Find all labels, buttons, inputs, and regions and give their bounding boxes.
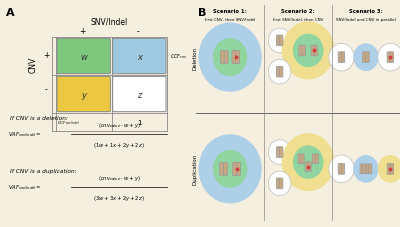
FancyBboxPatch shape <box>387 52 391 63</box>
Text: +: + <box>80 27 86 36</box>
FancyBboxPatch shape <box>341 164 345 175</box>
Text: A: A <box>6 8 14 18</box>
FancyBboxPatch shape <box>301 154 304 164</box>
Circle shape <box>293 35 324 68</box>
FancyBboxPatch shape <box>338 164 342 175</box>
FancyBboxPatch shape <box>276 67 280 78</box>
Text: $(3w + 3x + 2y + 2z)$: $(3w + 3x + 2y + 2z)$ <box>93 193 145 202</box>
FancyBboxPatch shape <box>366 52 369 63</box>
FancyBboxPatch shape <box>220 163 224 175</box>
Text: $VAF_{snv/indel}=$: $VAF_{snv/indel}=$ <box>8 183 42 191</box>
FancyBboxPatch shape <box>390 52 394 63</box>
FancyBboxPatch shape <box>369 164 372 174</box>
Circle shape <box>378 44 400 72</box>
Circle shape <box>213 150 248 188</box>
Text: -: - <box>45 84 48 94</box>
Text: If CNV is a duplication:: If CNV is a duplication: <box>10 168 76 173</box>
FancyBboxPatch shape <box>236 163 240 175</box>
Text: first CNV, then SNV/Indel: first CNV, then SNV/Indel <box>205 18 255 22</box>
FancyBboxPatch shape <box>276 36 280 47</box>
FancyBboxPatch shape <box>363 164 366 174</box>
Text: Duplication: Duplication <box>192 153 198 185</box>
Text: SNV/Indel: SNV/Indel <box>91 18 128 27</box>
Circle shape <box>268 29 291 53</box>
Text: Scenario 2:: Scenario 2: <box>281 9 315 14</box>
FancyBboxPatch shape <box>233 163 237 175</box>
FancyBboxPatch shape <box>308 162 311 172</box>
FancyBboxPatch shape <box>311 46 314 57</box>
FancyBboxPatch shape <box>232 52 236 64</box>
FancyBboxPatch shape <box>341 52 345 63</box>
Text: $(cnv_{value}\cdot w+y)$: $(cnv_{value}\cdot w+y)$ <box>98 173 140 182</box>
Circle shape <box>268 171 291 196</box>
Circle shape <box>329 44 354 72</box>
FancyBboxPatch shape <box>224 52 228 64</box>
Text: first SNV/Indel, then CNV: first SNV/Indel, then CNV <box>273 18 323 22</box>
FancyBboxPatch shape <box>299 46 302 57</box>
FancyBboxPatch shape <box>113 39 166 74</box>
FancyBboxPatch shape <box>220 52 224 64</box>
FancyBboxPatch shape <box>360 164 363 174</box>
Text: Deletion: Deletion <box>192 47 198 69</box>
Circle shape <box>268 60 291 85</box>
Text: B: B <box>198 8 206 18</box>
FancyBboxPatch shape <box>276 147 280 158</box>
Text: $CCF_{snv/indel}$: $CCF_{snv/indel}$ <box>57 119 80 126</box>
Text: SNV/Indel and CNV in parallel: SNV/Indel and CNV in parallel <box>336 18 396 22</box>
Text: $(1w + 1x + 2y + 2z)$: $(1w + 1x + 2y + 2z)$ <box>93 141 145 150</box>
FancyBboxPatch shape <box>280 178 283 189</box>
FancyBboxPatch shape <box>366 164 369 174</box>
Circle shape <box>268 140 291 165</box>
FancyBboxPatch shape <box>276 178 280 189</box>
Text: $CCF_{cnv}$: $CCF_{cnv}$ <box>170 52 188 61</box>
FancyBboxPatch shape <box>312 154 316 164</box>
FancyBboxPatch shape <box>302 46 305 57</box>
Circle shape <box>353 155 378 183</box>
Text: -: - <box>137 27 140 36</box>
FancyBboxPatch shape <box>298 154 301 164</box>
Text: y: y <box>81 90 86 99</box>
Text: Scenario 3:: Scenario 3: <box>349 9 383 14</box>
Text: w: w <box>80 52 87 61</box>
FancyBboxPatch shape <box>315 154 318 164</box>
FancyBboxPatch shape <box>305 162 308 172</box>
Circle shape <box>213 39 248 77</box>
Circle shape <box>353 44 378 72</box>
FancyBboxPatch shape <box>280 36 283 47</box>
Circle shape <box>198 23 262 92</box>
Circle shape <box>198 135 262 204</box>
Text: Scenario 1:: Scenario 1: <box>213 9 247 14</box>
FancyBboxPatch shape <box>387 164 391 175</box>
Text: CNV: CNV <box>28 57 37 73</box>
Text: z: z <box>137 90 142 99</box>
Text: +: + <box>43 51 50 60</box>
Circle shape <box>329 155 354 183</box>
Text: $VAF_{snv/indel}=$: $VAF_{snv/indel}=$ <box>8 131 42 139</box>
FancyBboxPatch shape <box>113 77 166 112</box>
FancyBboxPatch shape <box>280 67 283 78</box>
FancyBboxPatch shape <box>390 164 394 175</box>
FancyBboxPatch shape <box>57 77 110 112</box>
FancyBboxPatch shape <box>363 52 366 63</box>
Circle shape <box>282 22 335 80</box>
FancyBboxPatch shape <box>57 39 110 74</box>
Text: x: x <box>137 52 142 61</box>
FancyBboxPatch shape <box>236 52 240 64</box>
FancyBboxPatch shape <box>280 147 283 158</box>
FancyBboxPatch shape <box>223 163 228 175</box>
Circle shape <box>378 155 400 183</box>
Circle shape <box>282 133 335 191</box>
FancyBboxPatch shape <box>338 52 342 63</box>
FancyBboxPatch shape <box>314 46 318 57</box>
Circle shape <box>293 146 324 179</box>
Text: $(cnv_{value}\cdot w+y)$: $(cnv_{value}\cdot w+y)$ <box>98 121 140 130</box>
Text: 1: 1 <box>137 119 142 125</box>
Text: If CNV is a deletion:: If CNV is a deletion: <box>10 116 68 121</box>
